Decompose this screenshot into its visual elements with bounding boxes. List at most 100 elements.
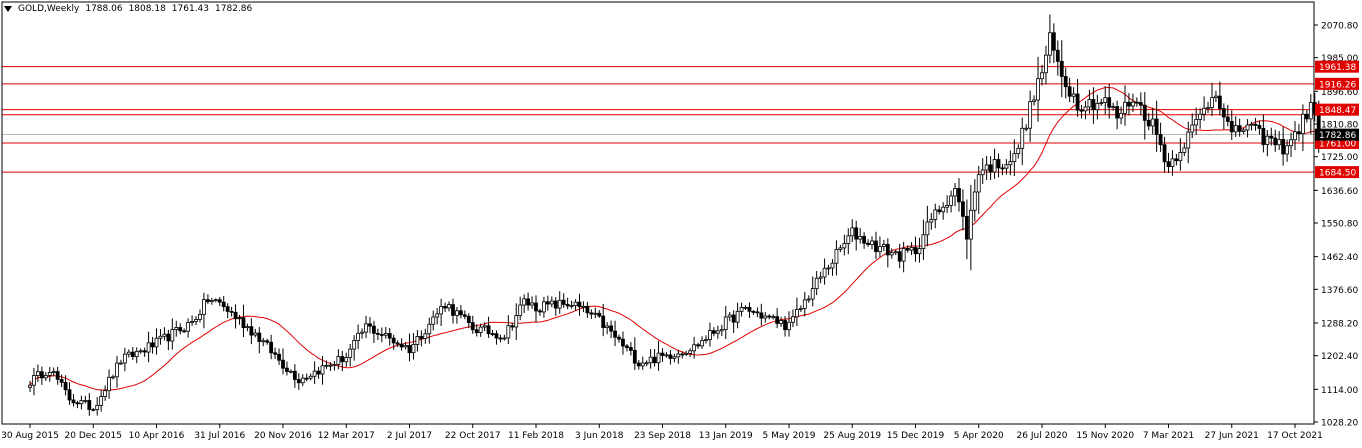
candle [1301, 104, 1305, 152]
candle-body [1308, 102, 1313, 120]
candle-body [589, 312, 594, 315]
candle-body [878, 246, 882, 253]
candle [399, 338, 404, 351]
candle-body [261, 340, 266, 343]
candle-body [55, 371, 60, 380]
candle-body [383, 333, 388, 336]
candle-body [281, 359, 285, 369]
candle-body [1123, 101, 1127, 114]
candle [648, 349, 653, 369]
dropdown-triangle-icon[interactable] [4, 5, 12, 12]
candle [1229, 110, 1234, 140]
candle [656, 340, 661, 371]
candle-body [988, 164, 993, 173]
candle-body [1194, 119, 1199, 126]
x-tick-label: 20 Nov 2016 [254, 431, 312, 441]
candle-body [1225, 116, 1230, 122]
candle [387, 327, 392, 346]
candle [834, 240, 839, 276]
candle-body [1174, 158, 1179, 162]
candle [292, 364, 297, 388]
candle-body [328, 364, 333, 367]
level-label-text: 1761.00 [1319, 139, 1356, 149]
candle-body [292, 370, 297, 380]
candle [597, 310, 602, 318]
candle-body [632, 349, 637, 364]
candle [1233, 116, 1238, 137]
candle-body [885, 244, 890, 256]
x-tick-label: 20 Dec 2015 [65, 431, 123, 441]
candle-body [905, 248, 910, 251]
level-label-text: 1961.38 [1319, 63, 1356, 73]
candle [403, 341, 408, 350]
plot-border [1, 1, 1315, 425]
candle-body [984, 164, 989, 171]
candle [198, 309, 202, 323]
candle-body [1154, 118, 1159, 135]
candle [913, 236, 918, 262]
y-tick-label: 1896.60 [1321, 88, 1358, 98]
candle-body [1304, 113, 1309, 120]
candle-body [308, 375, 313, 379]
candle [233, 304, 238, 329]
candle [1225, 104, 1230, 127]
candle [1249, 121, 1254, 131]
candle [1166, 152, 1171, 174]
candle-body [1107, 97, 1112, 108]
candle [182, 328, 187, 333]
candle-body [1075, 93, 1080, 111]
candle [557, 291, 562, 314]
candle [621, 331, 625, 355]
candle-body [1269, 135, 1274, 139]
candle [332, 360, 337, 371]
candle [668, 349, 673, 365]
candle [664, 352, 669, 358]
candle [166, 329, 171, 351]
candle-body [1186, 131, 1191, 149]
candle [1154, 100, 1159, 152]
candle-body [842, 243, 847, 249]
candle-body [122, 353, 127, 364]
candle-body [1028, 101, 1033, 129]
candle-body [1277, 139, 1282, 146]
candle-body [569, 305, 574, 307]
candle [708, 322, 712, 347]
candle [1134, 97, 1139, 107]
candle-body [1004, 164, 1009, 169]
candle [1127, 93, 1131, 116]
candle-body [79, 400, 84, 405]
y-tick-label: 1725.00 [1321, 153, 1358, 163]
candle-body [755, 311, 760, 314]
candle-body [771, 316, 776, 319]
candle [1036, 56, 1040, 122]
candle-body [360, 331, 364, 334]
candle-body [1190, 124, 1195, 133]
candle-body [36, 371, 40, 376]
candle-body [700, 340, 704, 347]
candle [775, 308, 780, 329]
candle-body [1127, 101, 1131, 107]
candle-body [972, 191, 977, 211]
candle [581, 301, 586, 313]
candle [1269, 127, 1274, 146]
candle-body [628, 347, 633, 351]
candle-body [407, 345, 412, 354]
candle-body [285, 367, 289, 372]
candle-body [257, 332, 262, 342]
candle [854, 220, 859, 251]
candle [1087, 89, 1092, 114]
candle-body [1008, 161, 1013, 166]
level-label-text: 1684.50 [1319, 169, 1356, 179]
candle-body [59, 378, 64, 383]
candle [569, 300, 574, 309]
candle [553, 297, 558, 317]
candle [1000, 164, 1005, 176]
candle [415, 330, 420, 352]
candle-body [1202, 107, 1206, 115]
candle-body [601, 315, 606, 328]
candle-body [644, 362, 649, 365]
candle-body [858, 236, 863, 240]
candle [1308, 94, 1313, 135]
candle-body [996, 159, 1001, 169]
